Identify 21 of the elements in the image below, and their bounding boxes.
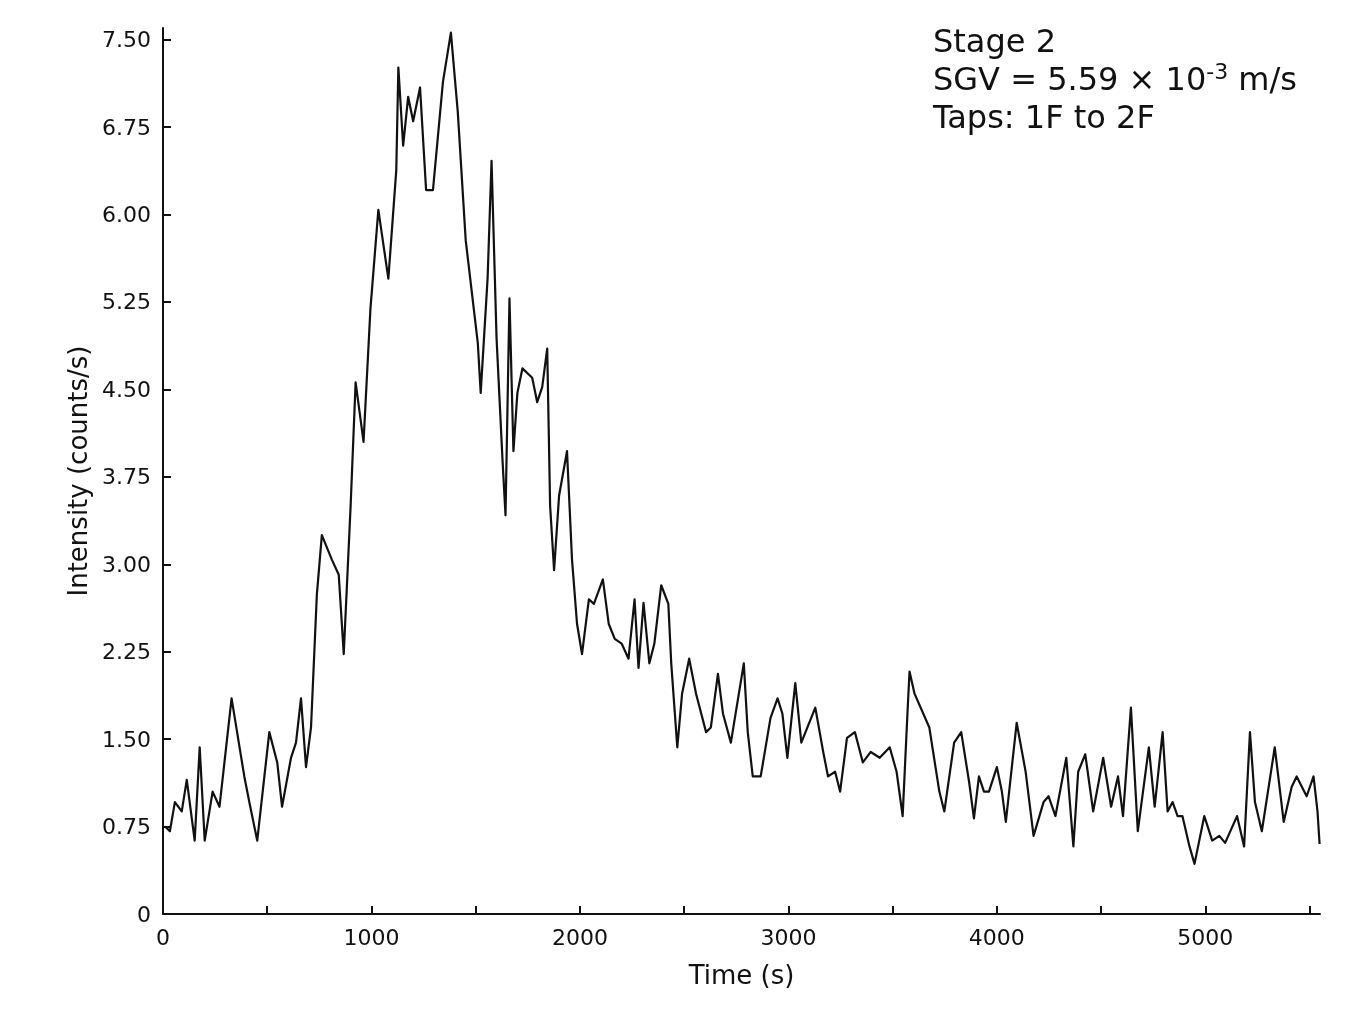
x-tick-label: 1000 bbox=[343, 924, 400, 950]
x-axis-title: Time (s) bbox=[687, 960, 795, 990]
annotation: Taps: 1F to 2F bbox=[931, 98, 1155, 136]
y-tick-label: 6.75 bbox=[102, 114, 151, 140]
y-tick-label: 1.50 bbox=[102, 726, 151, 752]
x-tick-label: 0 bbox=[156, 924, 170, 950]
y-tick-label: 3.00 bbox=[102, 551, 151, 577]
y-tick-label: 4.50 bbox=[102, 376, 151, 402]
y-tick-label: 7.50 bbox=[102, 27, 151, 53]
x-tick-label: 2000 bbox=[551, 924, 608, 950]
y-axis-title: Intensity (counts/s) bbox=[63, 345, 94, 597]
y-tick-label: 5.25 bbox=[102, 289, 151, 315]
x-tick-label: 4000 bbox=[968, 924, 1025, 950]
x-tick-label: 3000 bbox=[760, 924, 817, 950]
y-tick-label: 2.25 bbox=[102, 639, 151, 665]
annotation: Stage 2 bbox=[932, 22, 1056, 60]
x-tick-label: 5000 bbox=[1177, 924, 1234, 950]
y-tick-label: 0.75 bbox=[102, 814, 151, 840]
y-tick-label: 6.00 bbox=[102, 202, 151, 228]
y-tick-label: 3.75 bbox=[102, 464, 151, 490]
y-tick-label: 0 bbox=[137, 901, 151, 927]
